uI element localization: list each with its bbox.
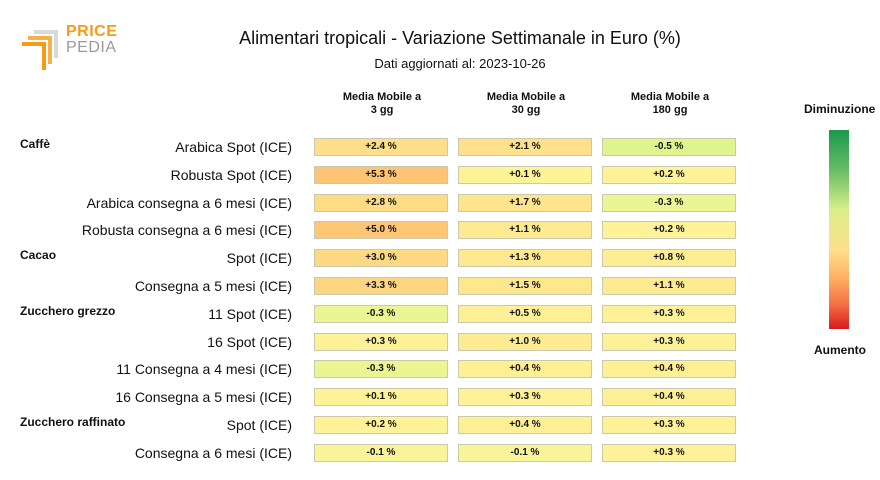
heatmap-cell: +3.0 % bbox=[314, 249, 448, 268]
heatmap-cell: +1.0 % bbox=[458, 332, 592, 351]
heatmap-cell: +1.1 % bbox=[602, 277, 736, 295]
heatmap-cell: +0.4 % bbox=[458, 416, 592, 434]
group-label: Caffè bbox=[20, 137, 51, 151]
heatmap-cell: +0.3 % bbox=[602, 332, 736, 351]
heatmap-cell: +0.3 % bbox=[458, 388, 592, 407]
row-label: Consegna a 6 mesi (ICE) bbox=[134, 444, 292, 461]
heatmap-cell: +1.1 % bbox=[458, 221, 592, 240]
row-label: Robusta consegna a 6 mesi (ICE) bbox=[81, 222, 292, 239]
heatmap-cell: +2.4 % bbox=[314, 138, 448, 156]
heatmap-cell: +1.7 % bbox=[458, 193, 592, 212]
heatmap-cell: +0.4 % bbox=[458, 360, 592, 379]
heatmap-cell: -0.3 % bbox=[602, 193, 736, 212]
row-label: Spot (ICE) bbox=[226, 417, 292, 433]
column-header-line1: Media Mobile a bbox=[342, 91, 422, 103]
pricepedia-logo: PRICE PEDIA bbox=[20, 24, 130, 74]
logo-text-pedia: PEDIA bbox=[66, 39, 117, 56]
heatmap-cell: -0.5 % bbox=[602, 138, 736, 156]
group-label: Zucchero grezzo bbox=[20, 303, 116, 318]
row-label: 16 Consegna a 5 mesi (ICE) bbox=[115, 389, 292, 406]
legend-bottom-label: Aumento bbox=[814, 343, 866, 357]
column-header-30gg: Media Mobile a 30 gg bbox=[458, 91, 594, 117]
row-label: Consegna a 5 mesi (ICE) bbox=[134, 278, 292, 294]
chart-title: Alimentari tropicali - Variazione Settim… bbox=[239, 28, 681, 48]
group-label: Cacao bbox=[20, 248, 57, 263]
legend-top-label: Diminuzione bbox=[804, 102, 876, 116]
row-label: Spot (ICE) bbox=[226, 250, 292, 267]
heatmap-cell: +0.3 % bbox=[602, 443, 736, 462]
heatmap-cell: +2.1 % bbox=[458, 138, 592, 156]
heatmap-cell: +0.3 % bbox=[314, 332, 448, 351]
chart-subtitle: Dati aggiornati al: 2023-10-26 bbox=[374, 56, 546, 71]
logo-text-price: PRICE bbox=[66, 23, 118, 40]
row-label: 11 Consegna a 4 mesi (ICE) bbox=[116, 361, 292, 378]
row-label: Robusta Spot (ICE) bbox=[170, 166, 292, 183]
column-header-3gg: Media Mobile a 3 gg bbox=[314, 91, 450, 117]
heatmap-cell: +1.3 % bbox=[458, 249, 592, 268]
heatmap-cell: +0.2 % bbox=[602, 221, 736, 240]
column-header-line1: Media Mobile a bbox=[486, 91, 566, 103]
group-label: Zucchero raffinato bbox=[20, 415, 126, 429]
heatmap-cell: +0.2 % bbox=[602, 165, 736, 184]
heatmap-cell: -0.3 % bbox=[314, 304, 448, 323]
heatmap-cell: +5.3 % bbox=[314, 165, 448, 184]
heatmap-cell: +0.4 % bbox=[602, 360, 736, 379]
heatmap-cell: +0.3 % bbox=[602, 304, 736, 323]
column-header-line2: 3 gg bbox=[370, 104, 394, 116]
heatmap-cell: +3.3 % bbox=[314, 277, 448, 295]
legend-color-bar bbox=[829, 130, 849, 329]
heatmap-cell: +0.5 % bbox=[458, 304, 592, 323]
row-label: Arabica consegna a 6 mesi (ICE) bbox=[86, 194, 292, 211]
heatmap-cell: +0.4 % bbox=[602, 388, 736, 407]
heatmap-cell: +0.8 % bbox=[602, 249, 736, 268]
heatmap-cell: +0.3 % bbox=[602, 416, 736, 434]
row-label: 16 Spot (ICE) bbox=[207, 333, 292, 350]
heatmap-cell: +1.5 % bbox=[458, 277, 592, 295]
column-header-line1: Media Mobile a bbox=[630, 91, 710, 103]
heatmap-cell: +5.0 % bbox=[314, 221, 448, 240]
logo-mark-icon bbox=[22, 30, 58, 70]
heatmap-cell: -0.1 % bbox=[458, 443, 592, 462]
heatmap-cell: -0.1 % bbox=[314, 443, 448, 462]
column-header-180gg: Media Mobile a 180 gg bbox=[602, 91, 738, 117]
heatmap-cell: +2.8 % bbox=[314, 193, 448, 212]
column-header-line2: 30 gg bbox=[511, 104, 541, 116]
row-label: Arabica Spot (ICE) bbox=[175, 139, 292, 155]
heatmap-cell: -0.3 % bbox=[314, 360, 448, 379]
heatmap-cell: +0.1 % bbox=[458, 165, 592, 184]
column-header-line2: 180 gg bbox=[652, 104, 688, 116]
row-label: 11 Spot (ICE) bbox=[208, 305, 292, 322]
heatmap-cell: +0.2 % bbox=[314, 416, 448, 434]
heatmap-cell: +0.1 % bbox=[314, 388, 448, 407]
